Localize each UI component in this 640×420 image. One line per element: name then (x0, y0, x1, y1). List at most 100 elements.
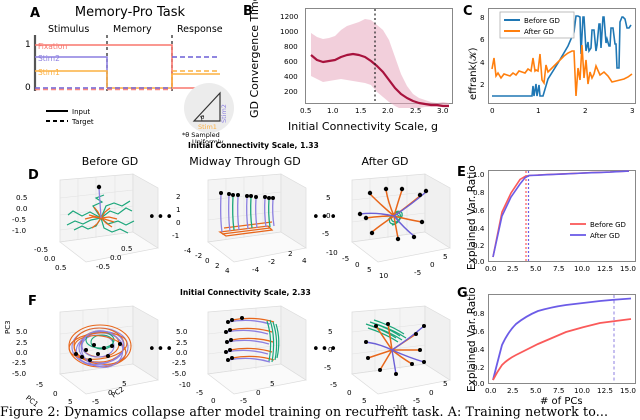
panel-b-ytick-800: 800 (284, 42, 298, 51)
panel-e-xtick-1: 2.5 (507, 264, 519, 273)
endpoint-dots (74, 342, 122, 362)
panel-g-xtick-0: 0.0 (485, 386, 497, 395)
panel-e-xtick-0: 0.0 (485, 264, 497, 273)
panel-e-ytick-00: 0.0 (473, 257, 485, 266)
panel-d1-xtick-2: 0.5 (55, 263, 67, 272)
panel-c-after-gd-line (491, 44, 633, 97)
panel-a-ytick-1: 1 (25, 40, 31, 50)
panel-c-frame (488, 8, 636, 104)
panel-g-xtick-1: 2.5 (507, 386, 519, 395)
panel-g-ytick-04: 0.4 (473, 345, 485, 354)
panel-f1-ytick-4: -5.0 (12, 369, 27, 378)
trace-label-stim1: Stim1 (38, 68, 60, 77)
panel-d2-ztick-2: -2 (268, 257, 276, 266)
grid-h1 (207, 191, 282, 201)
panel-g-plot (488, 294, 636, 384)
panel-c-ytick-2: 2 (480, 80, 485, 89)
panel-d2-ytick-1: 1 (176, 205, 181, 214)
panel-f3-xtick-3: 10 (375, 403, 385, 412)
panel-b-frame (305, 8, 453, 104)
panel-g-ytick-00: 0.0 (473, 379, 485, 388)
trajectories-green (266, 319, 280, 363)
panel-f1-ytick-2: 0.0 (16, 348, 28, 357)
trace-stim1-input (35, 70, 108, 88)
panel-letter-d: D (28, 168, 39, 183)
panel-d1-ytick-2: -0.5 (12, 215, 27, 224)
phase-label-memory: Memory (113, 24, 152, 35)
panel-b-ylabel: GD Convergence Time (248, 0, 261, 118)
panel-g-xlabel: # of PCs (540, 396, 583, 407)
panel-b-ytick-1000: 1000 (280, 27, 299, 36)
panel-e-frame (488, 170, 636, 262)
inset-note-line2: Uniformly (192, 138, 224, 143)
legend-input-label: Input (72, 108, 90, 116)
panel-f2-ytick-0: 5.0 (176, 327, 188, 336)
panel-d2-xtick-2: 0 (205, 256, 210, 265)
panel-a-inset: θ Stim1 Stim2 *θ Sampled Uniformly (182, 83, 234, 143)
panel-e-legend-label-after: After GD (590, 232, 620, 240)
panel-g-xtick-6: 15.0 (620, 386, 637, 395)
panel-g-after-gd-line (492, 297, 632, 381)
figure-caption: Figure 2: Dynamics collapse after model … (0, 404, 609, 419)
panel-f1-ytick-0: 5.0 (16, 327, 28, 336)
panel-d-subtitle-after: After GD (361, 155, 409, 168)
panel-g-before-gd-line (492, 318, 632, 381)
panel-d1-ztick-2: -0.5 (96, 262, 111, 271)
panel-f3-xtick-1: 0 (347, 388, 352, 397)
inset-y-label: Stim2 (220, 104, 228, 123)
panel-f3-ztick-0: 5 (443, 379, 448, 388)
panel-b-ytick-600: 600 (284, 57, 298, 66)
ellipsis-d1: ••• (148, 210, 175, 225)
panel-d1-plot3d (59, 173, 159, 263)
panel-d3-ytick-0: 5 (326, 193, 331, 202)
inset-theta-symbol: θ (201, 115, 205, 121)
panel-d3-ztick-0: 5 (443, 252, 448, 261)
panel-d2-xtick-4: 4 (225, 266, 230, 275)
inset-x-label: Stim1 (198, 123, 217, 131)
pane-back (351, 305, 426, 375)
inset-note-line1: *θ Sampled (182, 131, 220, 139)
panel-g-xtick-3: 7.5 (553, 386, 565, 395)
panel-d1-ztick-0: 0.5 (121, 244, 133, 253)
panel-f2-ytick-1: 2.5 (176, 338, 188, 347)
grid-h1 (351, 191, 426, 201)
panel-d-group-title: Initial Connectivity Scale, 1.33 (188, 141, 319, 150)
ellipsis-d2: ••• (312, 210, 339, 225)
panel-f3-ytick-2: -5 (324, 363, 332, 372)
trace-fixation-input (35, 44, 173, 88)
pane-right (424, 305, 451, 381)
panel-e-ytick-02: 0.2 (473, 241, 485, 250)
panel-f1-ytick-3: -2.5 (12, 358, 27, 367)
panel-d1-xtick-1: 0.0 (44, 254, 56, 263)
pane-right (132, 173, 159, 249)
panel-c-legend-label-after: After GD (524, 28, 554, 36)
panel-e-after-gd-line (492, 170, 630, 258)
pane-right (280, 305, 307, 381)
trace-label-fixation: Fixation (38, 42, 68, 51)
panel-e-xtick-5: 12.5 (597, 264, 614, 273)
panel-c-ylabel: effrank(𝒦) (468, 47, 479, 100)
panel-d3-ztick-1: 0 (430, 260, 435, 269)
panel-c-xtick-2: 2 (583, 106, 588, 115)
panel-d1-ytick-3: -1.0 (12, 226, 27, 235)
panel-d1-ytick-1: 0.0 (16, 204, 28, 213)
ellipsis-f1: ••• (148, 342, 175, 357)
panel-b-xtick-5: 3.0 (437, 106, 449, 115)
panel-f1-ztick-1: 0 (108, 388, 113, 397)
trajectories-purple (220, 193, 275, 233)
panel-g-ytick-08: 0.8 (473, 309, 485, 318)
panel-d2-xtick-1: -2 (195, 251, 203, 260)
grid-h2 (207, 344, 282, 355)
pane-back (59, 173, 134, 243)
panel-f1-plot3d (59, 305, 159, 395)
panel-letter-b: B (243, 4, 253, 19)
panel-f3-xtick-2: 5 (362, 396, 367, 405)
panel-f2-xtick-2: 0 (211, 396, 216, 405)
panel-d3-xtick-4: 10 (379, 271, 389, 280)
panel-b-xtick-0: 0.5 (300, 106, 312, 115)
panel-f2-ytick-2: 0.0 (176, 348, 188, 357)
panel-d1-ztick-1: 0.0 (110, 253, 122, 262)
trajectories-orange (84, 206, 118, 229)
panel-b-xtick-1: 1.0 (327, 106, 339, 115)
panel-f3-plot3d (351, 305, 451, 395)
